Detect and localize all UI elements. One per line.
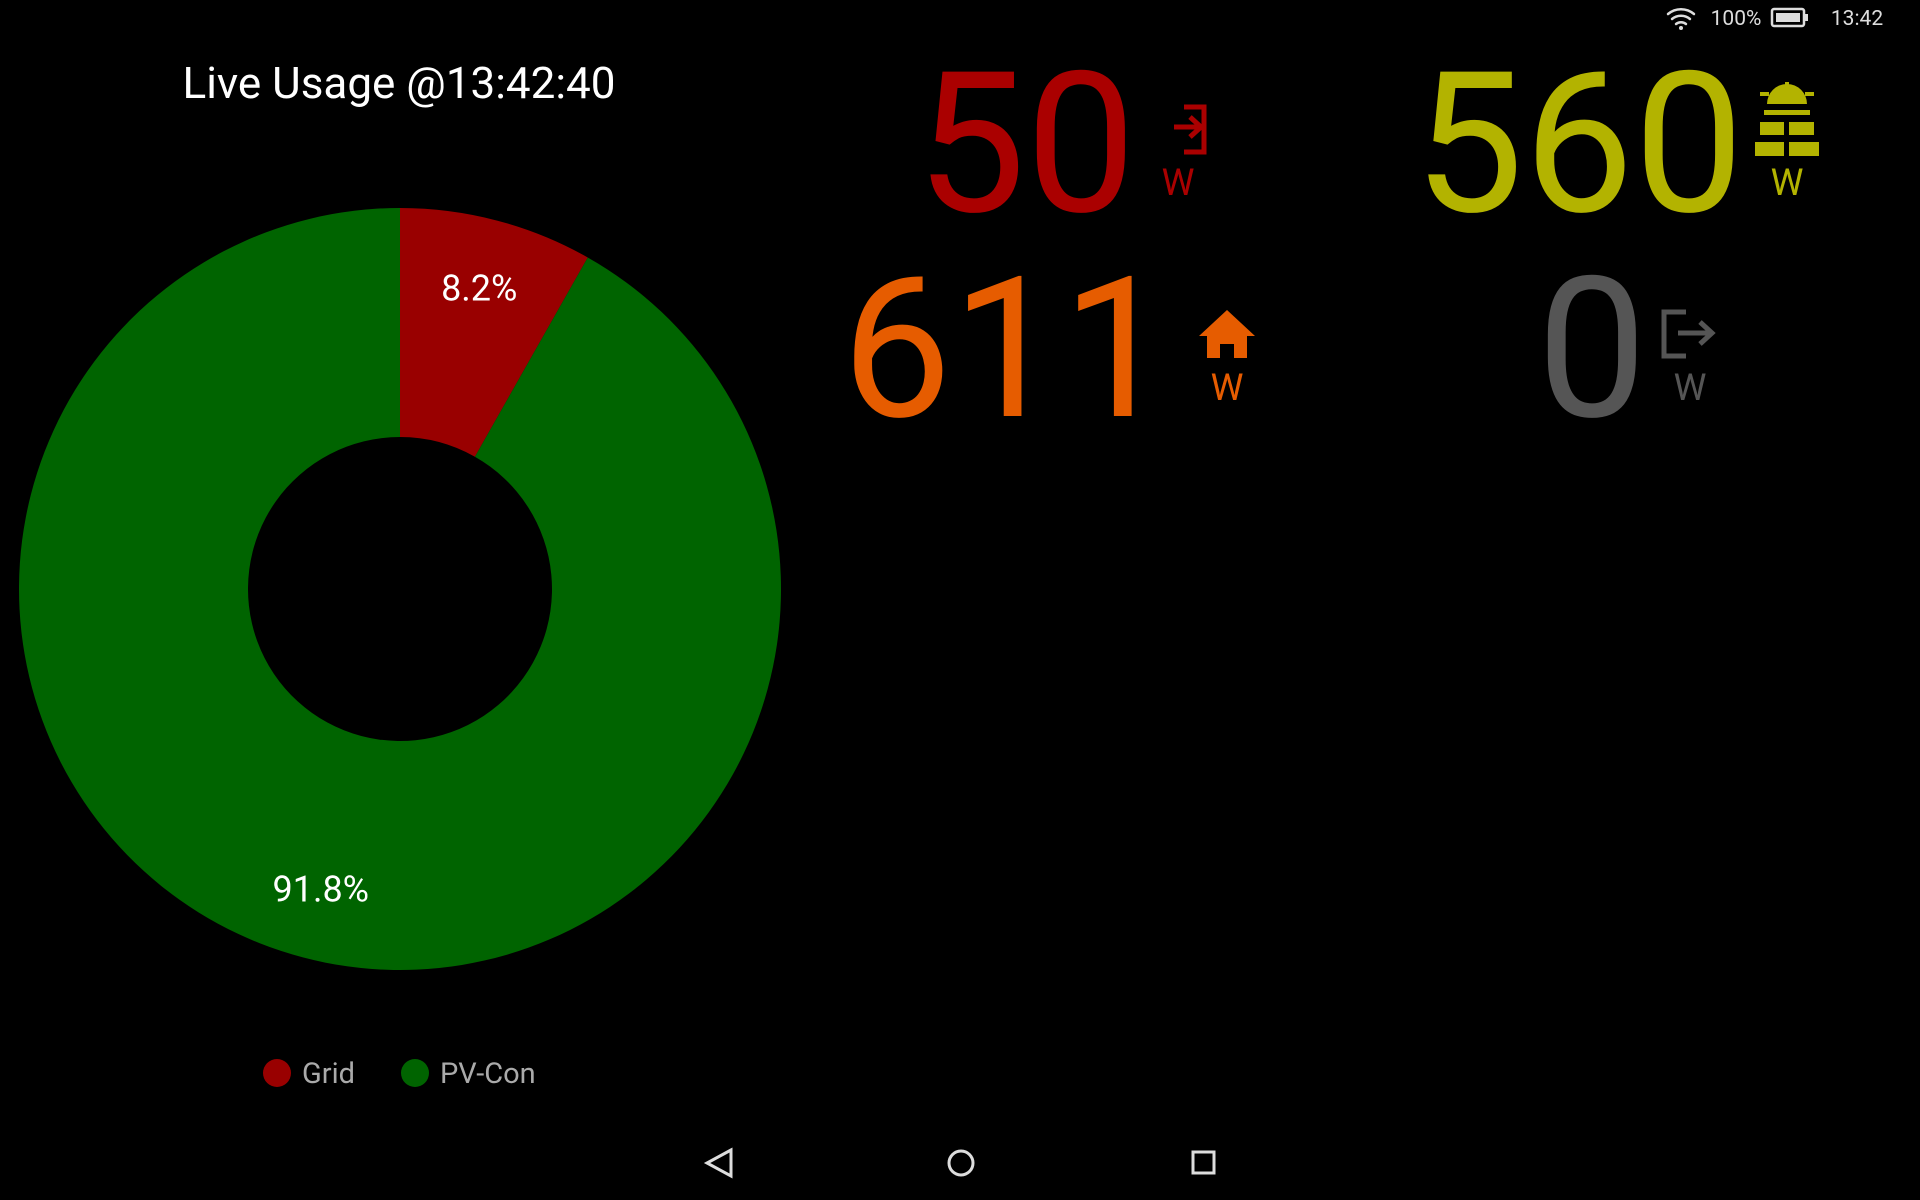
reading-unit: W [1674,367,1707,410]
wifi-icon [1666,7,1696,30]
battery-level: 100% [1711,7,1762,31]
legend: Grid PV-Con [263,1057,536,1091]
value-label: 8.2% [441,267,517,309]
grid-export-icon [1661,309,1716,359]
home-button[interactable] [947,1149,975,1177]
back-button[interactable] [703,1147,733,1179]
grid-import-icon [1174,104,1207,155]
chart-title: Live Usage @13:42:40 [183,57,616,109]
legend-label: Grid [302,1057,355,1091]
value-label: 91.8% [272,869,369,911]
reading-unit: W [1771,162,1804,205]
recents-button[interactable] [1191,1150,1216,1175]
donut-chart: 8.2% 91.8% [19,208,782,970]
reading-unit: W [1211,367,1244,410]
donut-segment [19,208,782,970]
solar-icon [1755,82,1819,156]
donut-segment [400,208,588,457]
battery-icon [1770,7,1808,28]
reading-value: 560 [1414,29,1744,259]
clock: 13:42 [1831,7,1883,31]
reading-value: 0 [1537,234,1647,464]
reading-value: 611 [842,234,1172,464]
legend-label: PV-Con [440,1057,536,1091]
reading-unit: W [1162,162,1195,205]
legend-swatch [263,1059,291,1087]
reading-value: 50 [916,29,1136,259]
home-icon [1199,310,1255,358]
legend-swatch [401,1059,429,1087]
